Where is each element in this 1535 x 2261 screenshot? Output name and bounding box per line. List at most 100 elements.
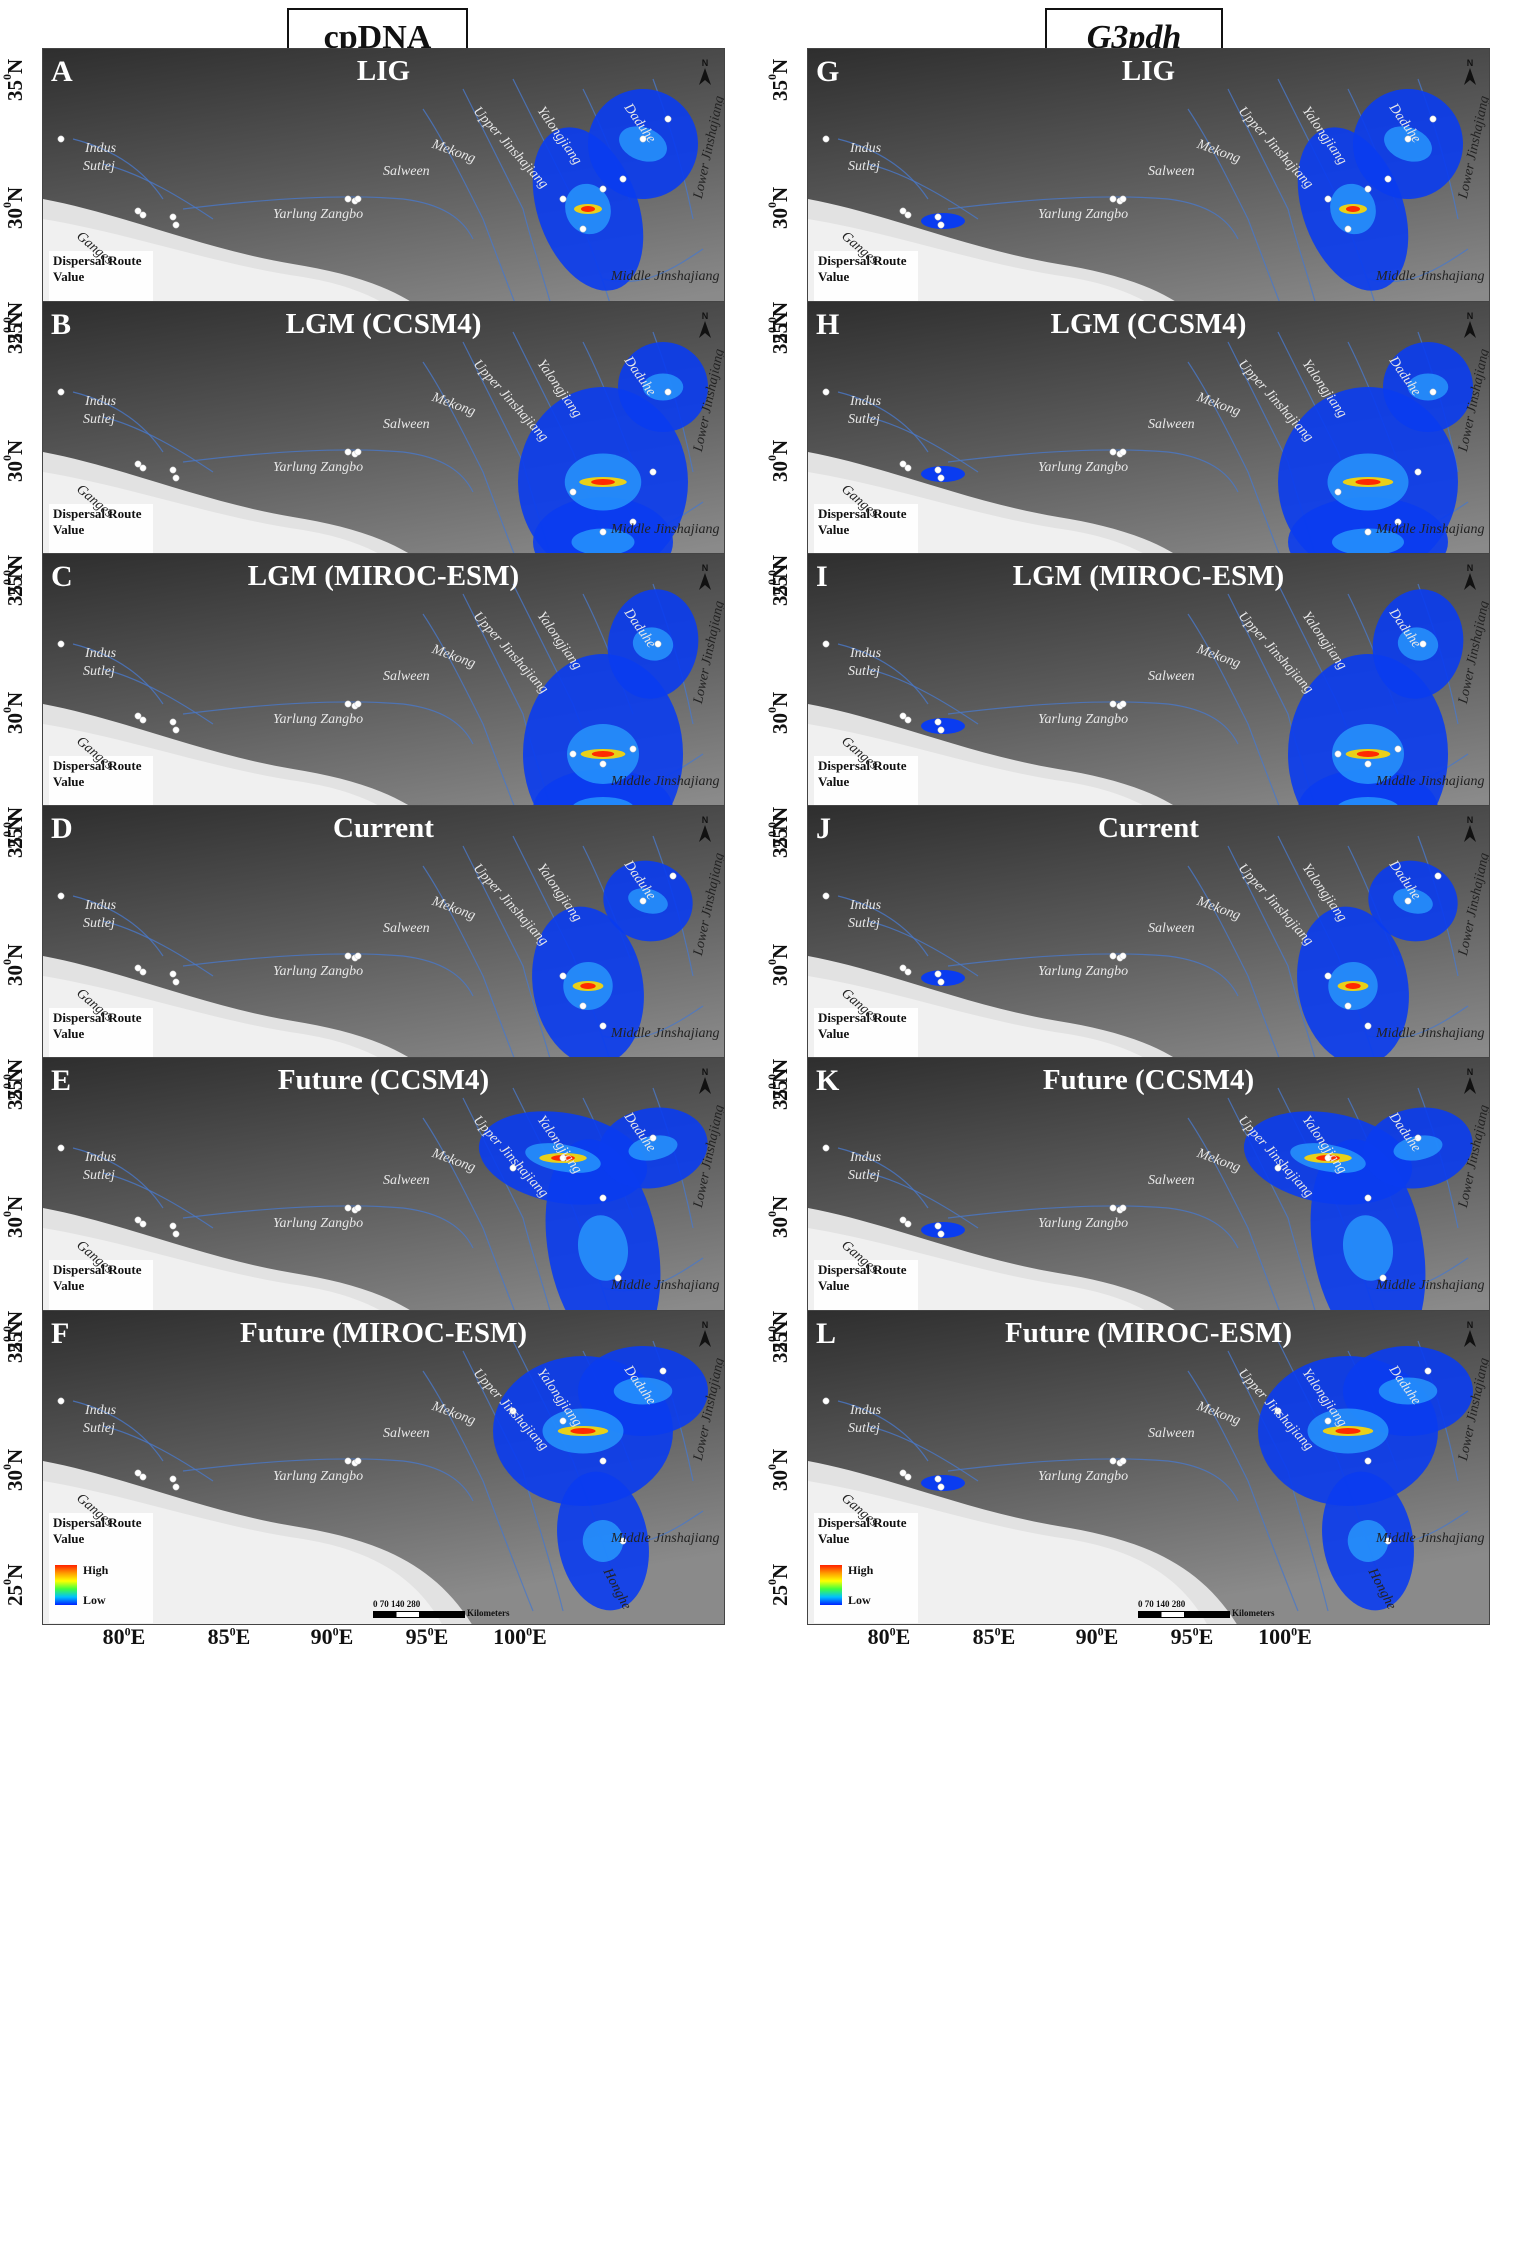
sample-point	[1324, 972, 1332, 980]
sample-point	[1429, 115, 1437, 123]
sample-point	[344, 1457, 352, 1465]
latitude-label-35: 350N	[765, 1067, 792, 1111]
svg-text:N: N	[702, 815, 709, 825]
longitude-label-95: 950E	[1170, 1624, 1214, 1649]
sample-point	[629, 745, 637, 753]
latitude-label-35: 350N	[0, 563, 27, 607]
sample-point	[57, 388, 65, 396]
panel-letter: H	[816, 308, 840, 341]
legend-color-ramp	[55, 1565, 77, 1605]
sample-point	[344, 448, 352, 456]
sample-point	[169, 466, 177, 474]
river-line	[837, 895, 929, 957]
sample-point	[559, 195, 567, 203]
sample-point	[934, 213, 942, 221]
sample-point	[569, 750, 577, 758]
sample-point	[934, 718, 942, 726]
river-label-yarlung-zangbo: Yarlung Zangbo	[1038, 1469, 1129, 1484]
dispersal-area-west	[921, 1222, 965, 1238]
river-label-yarlung-zangbo: Yarlung Zangbo	[273, 1216, 364, 1231]
sample-point	[344, 952, 352, 960]
sample-point	[1344, 1002, 1352, 1010]
sample-point	[1379, 1274, 1387, 1282]
river-label-yarlung-zangbo: Yarlung Zangbo	[1038, 964, 1129, 979]
dispersal-corridor	[1384, 126, 1432, 162]
river-label-yarlung-zangbo: Yarlung Zangbo	[273, 460, 364, 475]
latitude-label-30: 300N	[765, 691, 792, 735]
svg-text:N: N	[702, 563, 709, 573]
dispersal-peak	[1335, 1428, 1361, 1434]
dispersal-peak	[1356, 751, 1380, 757]
sample-point	[904, 716, 912, 724]
sample-point	[1404, 135, 1412, 143]
legend-title: Dispersal Route Value	[818, 253, 907, 284]
longitude-label-95: 950E	[405, 1624, 449, 1649]
sample-point	[659, 1367, 667, 1375]
river-line	[867, 416, 979, 473]
dispersal-corridor	[628, 888, 668, 914]
river-line	[182, 449, 474, 493]
map-area: F Future (MIROC-ESM) N Dispersal Route Va…	[42, 1310, 725, 1625]
scale-unit: Kilometers	[467, 1608, 510, 1618]
sample-point	[599, 185, 607, 193]
longitude-label-100: 1000E	[1258, 1624, 1312, 1649]
legend-title: Dispersal Route Value	[818, 506, 907, 537]
river-line	[947, 196, 1239, 240]
river-label-yarlung-zangbo: Yarlung Zangbo	[273, 207, 364, 222]
dispersal-corridor	[642, 373, 684, 401]
river-label-salween: Salween	[1148, 1173, 1195, 1188]
sample-point	[134, 1216, 142, 1224]
legend-title: Dispersal Route Value	[53, 253, 142, 284]
sample-point	[57, 892, 65, 900]
river-line	[837, 643, 929, 705]
sample-point	[559, 1154, 567, 1162]
panel-title: Future (CCSM4)	[277, 1064, 490, 1096]
sample-point	[904, 211, 912, 219]
svg-text:N: N	[702, 311, 709, 321]
north-arrow-icon: N	[1461, 814, 1479, 844]
river-label-middle-jinshajiang: Middle Jinshajiang	[611, 269, 720, 284]
latitude-label-35: 350N	[765, 563, 792, 607]
river-label-sutlej: Sutlej	[83, 916, 115, 931]
river-line	[182, 701, 474, 745]
svg-text:N: N	[1467, 58, 1474, 68]
river-label-indus: Indus	[850, 1403, 882, 1418]
panel-letter: C	[51, 560, 73, 593]
river-label-yarlung-zangbo: Yarlung Zangbo	[273, 1469, 364, 1484]
panel-title: LGM (CCSM4)	[285, 308, 482, 340]
river-line	[102, 163, 214, 220]
river-line	[182, 953, 474, 997]
sample-point	[134, 460, 142, 468]
sample-point	[1364, 1022, 1372, 1030]
latitude-label-30: 300N	[765, 1195, 792, 1239]
sample-point	[934, 1222, 942, 1230]
panel-letter: L	[816, 1317, 837, 1350]
sample-point	[1324, 1417, 1332, 1425]
river-label-middle-jinshajiang: Middle Jinshajiang	[1376, 1278, 1485, 1293]
river-line	[72, 1147, 164, 1209]
north-arrow-icon: N	[1461, 57, 1479, 87]
river-label-middle-jinshajiang: Middle Jinshajiang	[611, 1531, 720, 1546]
sample-point	[172, 221, 180, 229]
sample-point	[904, 1220, 912, 1228]
map-panel-l: 350N 300N 250N L Future (MIROC-ESM) N Di…	[765, 1310, 1490, 1652]
longitude-label-100: 1000E	[493, 1624, 547, 1649]
sample-point	[654, 640, 662, 648]
map-area: L Future (MIROC-ESM) N Dispersal Route Va…	[807, 1310, 1490, 1625]
river-line	[182, 196, 474, 240]
river-line	[102, 1172, 214, 1229]
dispersal-peak	[1346, 206, 1360, 212]
sample-point	[1109, 195, 1117, 203]
sample-point	[934, 970, 942, 978]
sample-point	[1364, 760, 1372, 768]
north-arrow-icon: N	[696, 57, 714, 87]
sample-point	[57, 1144, 65, 1152]
panel-letter: B	[51, 308, 72, 341]
panel-title: LGM (MIROC-ESM)	[247, 560, 520, 592]
sample-point	[57, 640, 65, 648]
north-arrow-icon: N	[696, 1319, 714, 1349]
river-label-salween: Salween	[383, 164, 430, 179]
sample-point	[169, 1222, 177, 1230]
sample-point	[1119, 448, 1127, 456]
